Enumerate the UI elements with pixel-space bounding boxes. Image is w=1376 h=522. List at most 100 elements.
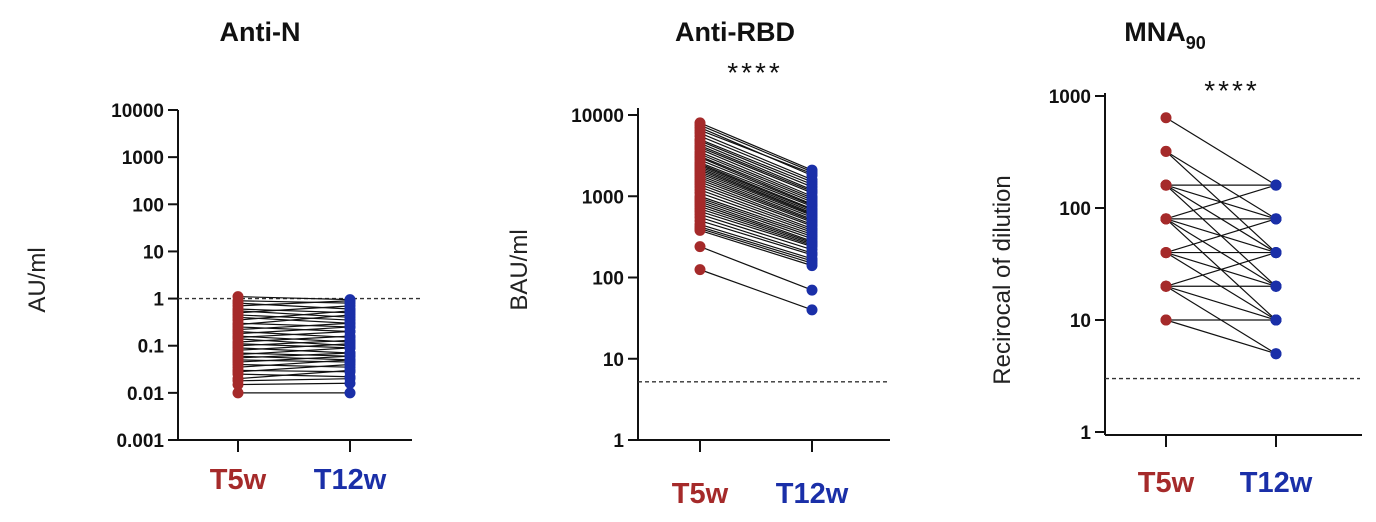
y-tick-label: 1 bbox=[1080, 423, 1091, 444]
y-tick-label: 1 bbox=[153, 290, 164, 311]
pair-line bbox=[699, 145, 813, 192]
pair-line bbox=[699, 129, 813, 175]
point-t5w bbox=[1160, 247, 1172, 259]
pair-line bbox=[699, 216, 813, 254]
y-ticks: 0.001 0.01 0.1 1 10 100 1000 10000 bbox=[111, 101, 178, 452]
significance-label: **** bbox=[727, 57, 783, 88]
point-t12w bbox=[1270, 179, 1282, 191]
pair-line bbox=[699, 213, 813, 251]
pair-line bbox=[699, 122, 813, 171]
point-t5w bbox=[1160, 213, 1172, 225]
pair-line bbox=[699, 171, 813, 217]
pair-line bbox=[237, 335, 351, 343]
title-subscript: 90 bbox=[1186, 33, 1206, 53]
pair-line bbox=[699, 163, 813, 210]
pair-line bbox=[699, 166, 813, 213]
pair-line bbox=[699, 142, 813, 191]
title-main: MNA bbox=[1124, 17, 1186, 47]
pair-line bbox=[699, 186, 813, 230]
pair-line bbox=[699, 223, 813, 260]
y-tick-label: 100 bbox=[132, 195, 164, 216]
pair-line bbox=[237, 359, 351, 368]
panel-title: Anti-N bbox=[220, 17, 301, 47]
pair-line bbox=[237, 330, 351, 339]
y-tick-label: 1000 bbox=[122, 148, 164, 169]
point-t12w bbox=[806, 284, 818, 296]
pair-line bbox=[699, 197, 813, 238]
y-tick-label: 1000 bbox=[1049, 87, 1091, 108]
pair-line bbox=[699, 195, 813, 235]
pair-line bbox=[237, 305, 351, 314]
pair-line bbox=[237, 322, 351, 328]
pair-line bbox=[699, 228, 813, 264]
pair-line bbox=[699, 135, 813, 183]
pair-line bbox=[237, 314, 351, 326]
pair-line bbox=[237, 343, 351, 351]
point-t5w bbox=[1160, 280, 1172, 292]
pair-line bbox=[699, 205, 813, 245]
y-tick-label: 100 bbox=[1059, 199, 1091, 220]
y-tick-label: 10 bbox=[1070, 311, 1091, 332]
point-t5w bbox=[232, 379, 244, 391]
y-axis-label: Recirocal of dilution bbox=[989, 175, 1016, 384]
category-label-t12w: T12w bbox=[776, 478, 849, 510]
pair-line bbox=[237, 352, 351, 359]
pair-line bbox=[699, 124, 813, 173]
pair-line bbox=[699, 161, 813, 207]
pair-line bbox=[699, 146, 813, 194]
pair-line bbox=[699, 229, 813, 267]
point-t12w bbox=[1270, 247, 1282, 259]
point-t5w bbox=[1160, 314, 1172, 326]
pair-line bbox=[699, 246, 813, 291]
pair-line bbox=[1165, 319, 1277, 355]
pair-line bbox=[1165, 251, 1277, 287]
pair-line bbox=[699, 156, 813, 205]
y-axis-label: AU/ml bbox=[24, 247, 51, 312]
pair-line bbox=[699, 226, 813, 262]
pair-line bbox=[699, 138, 813, 185]
point-t12w bbox=[344, 364, 356, 376]
pair-line bbox=[237, 310, 351, 321]
pair-line bbox=[237, 382, 351, 386]
pair-line bbox=[699, 181, 813, 225]
point-t5w bbox=[1160, 112, 1172, 124]
pair-line bbox=[1165, 285, 1277, 321]
pair-line bbox=[237, 300, 351, 304]
pair-line bbox=[699, 192, 813, 233]
pair-line bbox=[699, 169, 813, 215]
pair-line bbox=[699, 189, 813, 231]
point-t12w bbox=[806, 304, 818, 316]
pair-line bbox=[1165, 218, 1277, 254]
pair-line bbox=[699, 173, 813, 218]
y-tick-label: 10 bbox=[603, 350, 624, 371]
pair-line bbox=[237, 373, 351, 378]
pair-line bbox=[699, 210, 813, 248]
pair-line bbox=[237, 363, 351, 368]
pair-line bbox=[699, 199, 813, 240]
point-t12w bbox=[1270, 280, 1282, 292]
point-t5w bbox=[232, 387, 244, 399]
point-t12w bbox=[344, 309, 356, 321]
pair-line bbox=[699, 269, 813, 311]
y-tick-label: 100 bbox=[592, 269, 624, 290]
category-label-t5w: T5w bbox=[210, 464, 267, 496]
pair-line bbox=[237, 296, 351, 301]
significance-label: **** bbox=[1204, 75, 1260, 106]
panel-anti-rbd: Anti-RBD **** BAU/ml T5w T12w 1 10 100 1000… bbox=[506, 17, 890, 510]
y-tick-label: 10 bbox=[143, 242, 164, 263]
y-tick-label: 0.001 bbox=[116, 431, 164, 452]
panel-title: Anti-RBD bbox=[675, 17, 795, 47]
point-t5w bbox=[694, 241, 706, 253]
y-tick-label: 10000 bbox=[111, 101, 164, 122]
pair-line bbox=[699, 208, 813, 246]
category-label-t12w: T12w bbox=[314, 464, 387, 496]
data-marks bbox=[1160, 112, 1282, 360]
point-t12w bbox=[806, 260, 818, 272]
pair-line bbox=[237, 322, 351, 331]
y-tick-label: 0.01 bbox=[127, 384, 164, 405]
pair-line bbox=[699, 174, 813, 220]
y-tick-label: 1000 bbox=[582, 187, 624, 208]
pair-line bbox=[699, 167, 813, 214]
data-marks bbox=[694, 117, 818, 316]
